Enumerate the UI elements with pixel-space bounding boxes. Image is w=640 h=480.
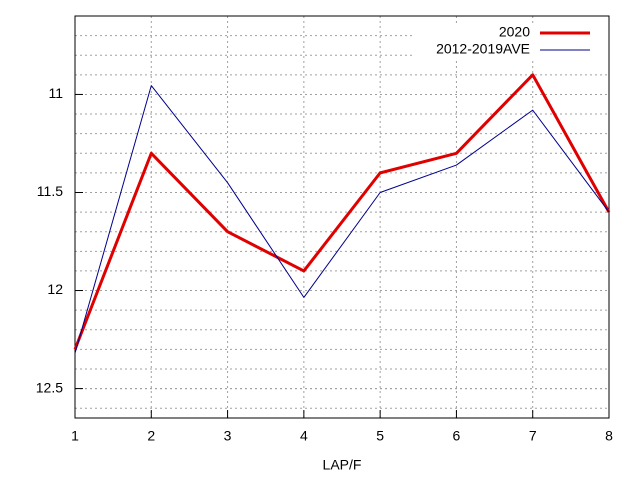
x-tick-label: 2 <box>147 428 155 444</box>
x-axis-label: LAP/F <box>323 457 362 473</box>
y-tick-label: 11.5 <box>37 183 63 199</box>
y-tick-label: 12 <box>47 281 63 297</box>
legend-label: 2012-2019AVE <box>436 41 530 57</box>
legend-box <box>412 23 608 61</box>
x-tick-label: 4 <box>300 428 308 444</box>
x-tick-label: 7 <box>529 428 537 444</box>
legend-label: 2020 <box>499 24 530 40</box>
x-tick-label: 5 <box>376 428 384 444</box>
series-line <box>73 73 611 350</box>
y-tick-label: 12.5 <box>36 379 63 395</box>
x-tick-label: 6 <box>453 428 461 444</box>
series-line <box>74 85 610 354</box>
x-tick-label: 3 <box>224 428 232 444</box>
x-tick-label: 8 <box>605 428 613 444</box>
y-tick-label: 11 <box>48 85 63 101</box>
x-tick-label: 1 <box>71 428 79 444</box>
plot-border <box>74 15 610 419</box>
